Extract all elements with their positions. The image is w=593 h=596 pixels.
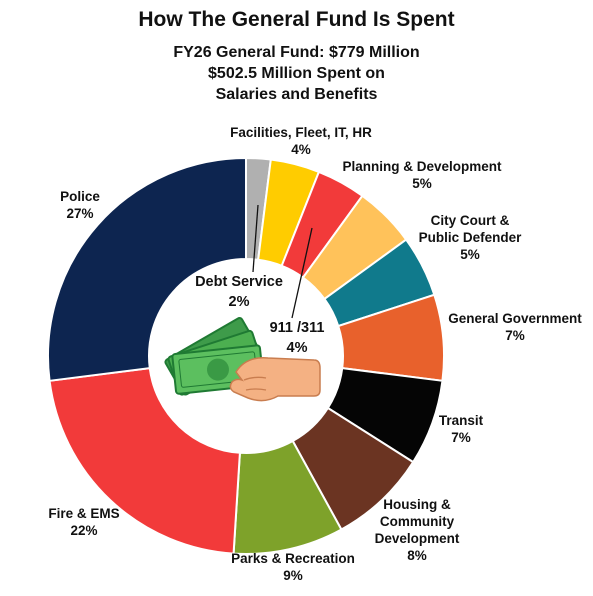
label-planning-pct: 5% <box>412 176 432 191</box>
chart-title: How The General Fund Is Spent <box>138 8 455 31</box>
label-parks-pct: 9% <box>283 568 303 583</box>
label-housing-pct: 8% <box>407 548 427 563</box>
label-housing: Housing & Community Development 8% <box>362 496 472 564</box>
label-debt-service: Debt Service 2% <box>184 272 294 312</box>
label-transit-name: Transit <box>438 413 484 428</box>
label-housing-name-3: Development <box>374 531 460 546</box>
label-911-311-name: 911 /311 <box>269 320 325 336</box>
label-debt-service-name: Debt Service <box>195 274 283 290</box>
label-fire-ems-pct: 22% <box>70 523 98 538</box>
call911-leader-line <box>291 227 313 319</box>
label-facilities-pct: 4% <box>291 142 311 157</box>
label-911-311-pct: 4% <box>286 340 308 356</box>
label-police-pct: 27% <box>66 206 94 221</box>
label-court-name-2: Public Defender <box>418 230 522 245</box>
label-parks-name: Parks & Recreation <box>231 551 355 566</box>
label-transit: Transit 7% <box>428 412 494 446</box>
label-parks: Parks & Recreation 9% <box>218 550 368 584</box>
subtitle-line-3: Salaries and Benefits <box>215 86 378 103</box>
subtitle-line-2: $502.5 Million Spent on <box>208 65 385 82</box>
label-court-name-1: City Court & <box>430 213 510 228</box>
money-hand-icon <box>164 317 321 402</box>
label-housing-name-1: Housing & <box>383 497 451 512</box>
label-general-government: General Government 7% <box>440 310 590 344</box>
label-court-pct: 5% <box>460 247 480 262</box>
label-fire-ems-name: Fire & EMS <box>48 506 120 521</box>
label-facilities-name: Facilities, Fleet, IT, HR <box>230 125 372 140</box>
debt-leader-line <box>252 204 259 273</box>
label-police: Police 27% <box>50 188 110 222</box>
label-planning: Planning & Development 5% <box>332 158 512 192</box>
slice-fire-ems <box>48 367 241 555</box>
label-general-government-pct: 7% <box>505 328 525 343</box>
label-general-government-name: General Government <box>448 311 582 326</box>
label-police-name: Police <box>60 189 100 204</box>
label-court: City Court & Public Defender 5% <box>410 212 530 263</box>
label-911-311: 911 /311 4% <box>258 318 336 358</box>
label-housing-name-2: Community <box>379 514 455 529</box>
slice-police <box>47 156 247 382</box>
label-fire-ems: Fire & EMS 22% <box>36 505 132 539</box>
label-facilities: Facilities, Fleet, IT, HR 4% <box>206 124 396 158</box>
label-debt-service-pct: 2% <box>228 294 250 310</box>
label-transit-pct: 7% <box>451 430 471 445</box>
label-planning-name: Planning & Development <box>342 159 502 174</box>
subtitle-line-1: FY26 General Fund: $779 Million <box>173 44 420 61</box>
